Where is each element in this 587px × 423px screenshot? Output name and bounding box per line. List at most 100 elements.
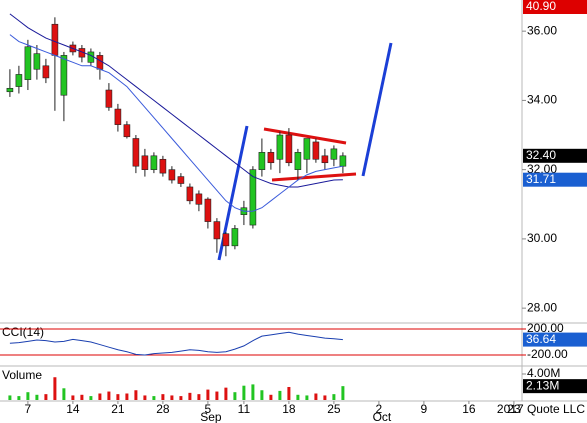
volume-bar bbox=[35, 394, 39, 400]
y-tick-label: 28.00 bbox=[527, 300, 557, 314]
candle-body bbox=[258, 152, 266, 170]
candle-body bbox=[168, 169, 176, 181]
candle-body bbox=[6, 87, 14, 93]
volume-bar bbox=[80, 394, 84, 400]
volume-bar bbox=[233, 392, 237, 400]
y-tick-label: 34.00 bbox=[527, 93, 557, 107]
price-flag bbox=[523, 379, 587, 394]
x-tick-label: 7 bbox=[25, 402, 32, 416]
price-flag bbox=[523, 0, 587, 14]
x-tick-label: 9 bbox=[421, 402, 428, 416]
y-tick-label: 4.00M bbox=[527, 366, 560, 380]
candle-body bbox=[222, 233, 230, 247]
price-flag-label: 32.40 bbox=[526, 148, 556, 162]
volume-bar bbox=[215, 391, 219, 400]
x-tick-label: 18 bbox=[282, 402, 296, 416]
volume-bar bbox=[107, 391, 111, 400]
volume-bar bbox=[161, 394, 165, 400]
y-tick-label: -200.00 bbox=[527, 347, 568, 361]
volume-bar bbox=[134, 390, 138, 400]
candle-body bbox=[150, 155, 158, 170]
x-tick-label: 21 bbox=[111, 402, 125, 416]
candle-body bbox=[321, 155, 329, 164]
volume-bar bbox=[62, 388, 66, 400]
candle-body bbox=[213, 221, 221, 240]
candle-body bbox=[294, 152, 302, 170]
candle-body bbox=[249, 169, 257, 226]
candle-body bbox=[339, 155, 347, 167]
volume-bar bbox=[323, 395, 327, 400]
candle-body bbox=[114, 108, 122, 125]
y-tick-label: 32.00 bbox=[527, 162, 557, 176]
volume-bar bbox=[224, 387, 228, 400]
price-flag bbox=[523, 172, 587, 187]
x-tick-label: 28 bbox=[156, 402, 170, 416]
candle-body bbox=[123, 124, 131, 138]
x-tick-label: 11 bbox=[238, 402, 251, 416]
candle-body bbox=[303, 138, 311, 160]
candle-body bbox=[51, 23, 59, 56]
volume-bar bbox=[44, 394, 48, 400]
volume-bar bbox=[260, 390, 264, 400]
x-tick-label: 16 bbox=[462, 402, 476, 416]
candle-body bbox=[105, 89, 113, 108]
candle-body bbox=[15, 74, 23, 87]
candle-body bbox=[42, 65, 50, 79]
volume-bar bbox=[8, 395, 12, 400]
volume-bar bbox=[314, 393, 318, 400]
volume-bar bbox=[188, 392, 192, 400]
price-flag bbox=[523, 332, 587, 347]
volume-bar bbox=[287, 386, 291, 400]
price-flag-label: 36.64 bbox=[526, 332, 556, 346]
y-tick-label: 36.00 bbox=[527, 23, 557, 37]
candle-body bbox=[312, 141, 320, 160]
footer: 2017 Quote LLC bbox=[497, 402, 585, 416]
month-label: Oct bbox=[373, 410, 392, 423]
volume-bar bbox=[71, 395, 75, 400]
candle-body bbox=[276, 134, 284, 160]
volume-bar bbox=[89, 396, 93, 400]
y-tick-label: 200.00 bbox=[527, 321, 564, 335]
candle-body bbox=[177, 176, 185, 184]
price-flag-label: 2.13M bbox=[526, 378, 559, 392]
volume-bar bbox=[17, 396, 21, 400]
candle-body bbox=[195, 193, 203, 205]
candle-body bbox=[132, 138, 140, 167]
volume-bar bbox=[152, 396, 156, 400]
candle-body bbox=[285, 134, 293, 164]
volume-bar bbox=[251, 384, 255, 400]
volume-bar bbox=[332, 394, 336, 400]
x-tick-label: 5 bbox=[205, 402, 212, 416]
candle-body bbox=[267, 152, 275, 164]
moving-average bbox=[9, 13, 343, 188]
trend-line bbox=[361, 42, 393, 177]
volume-bar bbox=[269, 394, 273, 400]
candle-body bbox=[186, 186, 194, 202]
volume-bar bbox=[143, 395, 147, 400]
candle-body bbox=[330, 148, 338, 160]
trend-line bbox=[263, 127, 347, 145]
moving-average bbox=[9, 34, 343, 212]
x-tick-label: 14 bbox=[66, 402, 80, 416]
volume-bar bbox=[53, 377, 57, 400]
candle-body bbox=[159, 158, 167, 174]
x-tick-label: 2 bbox=[376, 402, 383, 416]
candle-body bbox=[141, 155, 149, 170]
panel-title: CCI(14) bbox=[2, 325, 44, 339]
candle-body bbox=[231, 228, 239, 247]
candle-body bbox=[204, 198, 212, 222]
cci-line bbox=[9, 331, 343, 356]
volume-bar bbox=[125, 393, 129, 400]
volume-bar bbox=[242, 385, 246, 400]
volume-bar bbox=[341, 386, 345, 400]
candle-body bbox=[33, 53, 41, 70]
volume-bar bbox=[278, 390, 282, 400]
price-flag-label: 40.90 bbox=[526, 0, 556, 13]
volume-bar bbox=[170, 395, 174, 400]
volume-bar bbox=[197, 394, 201, 400]
x-tick-label: 23 bbox=[507, 402, 521, 416]
volume-bar bbox=[179, 396, 183, 400]
month-label: Sep bbox=[200, 410, 222, 423]
volume-bar bbox=[206, 389, 210, 400]
